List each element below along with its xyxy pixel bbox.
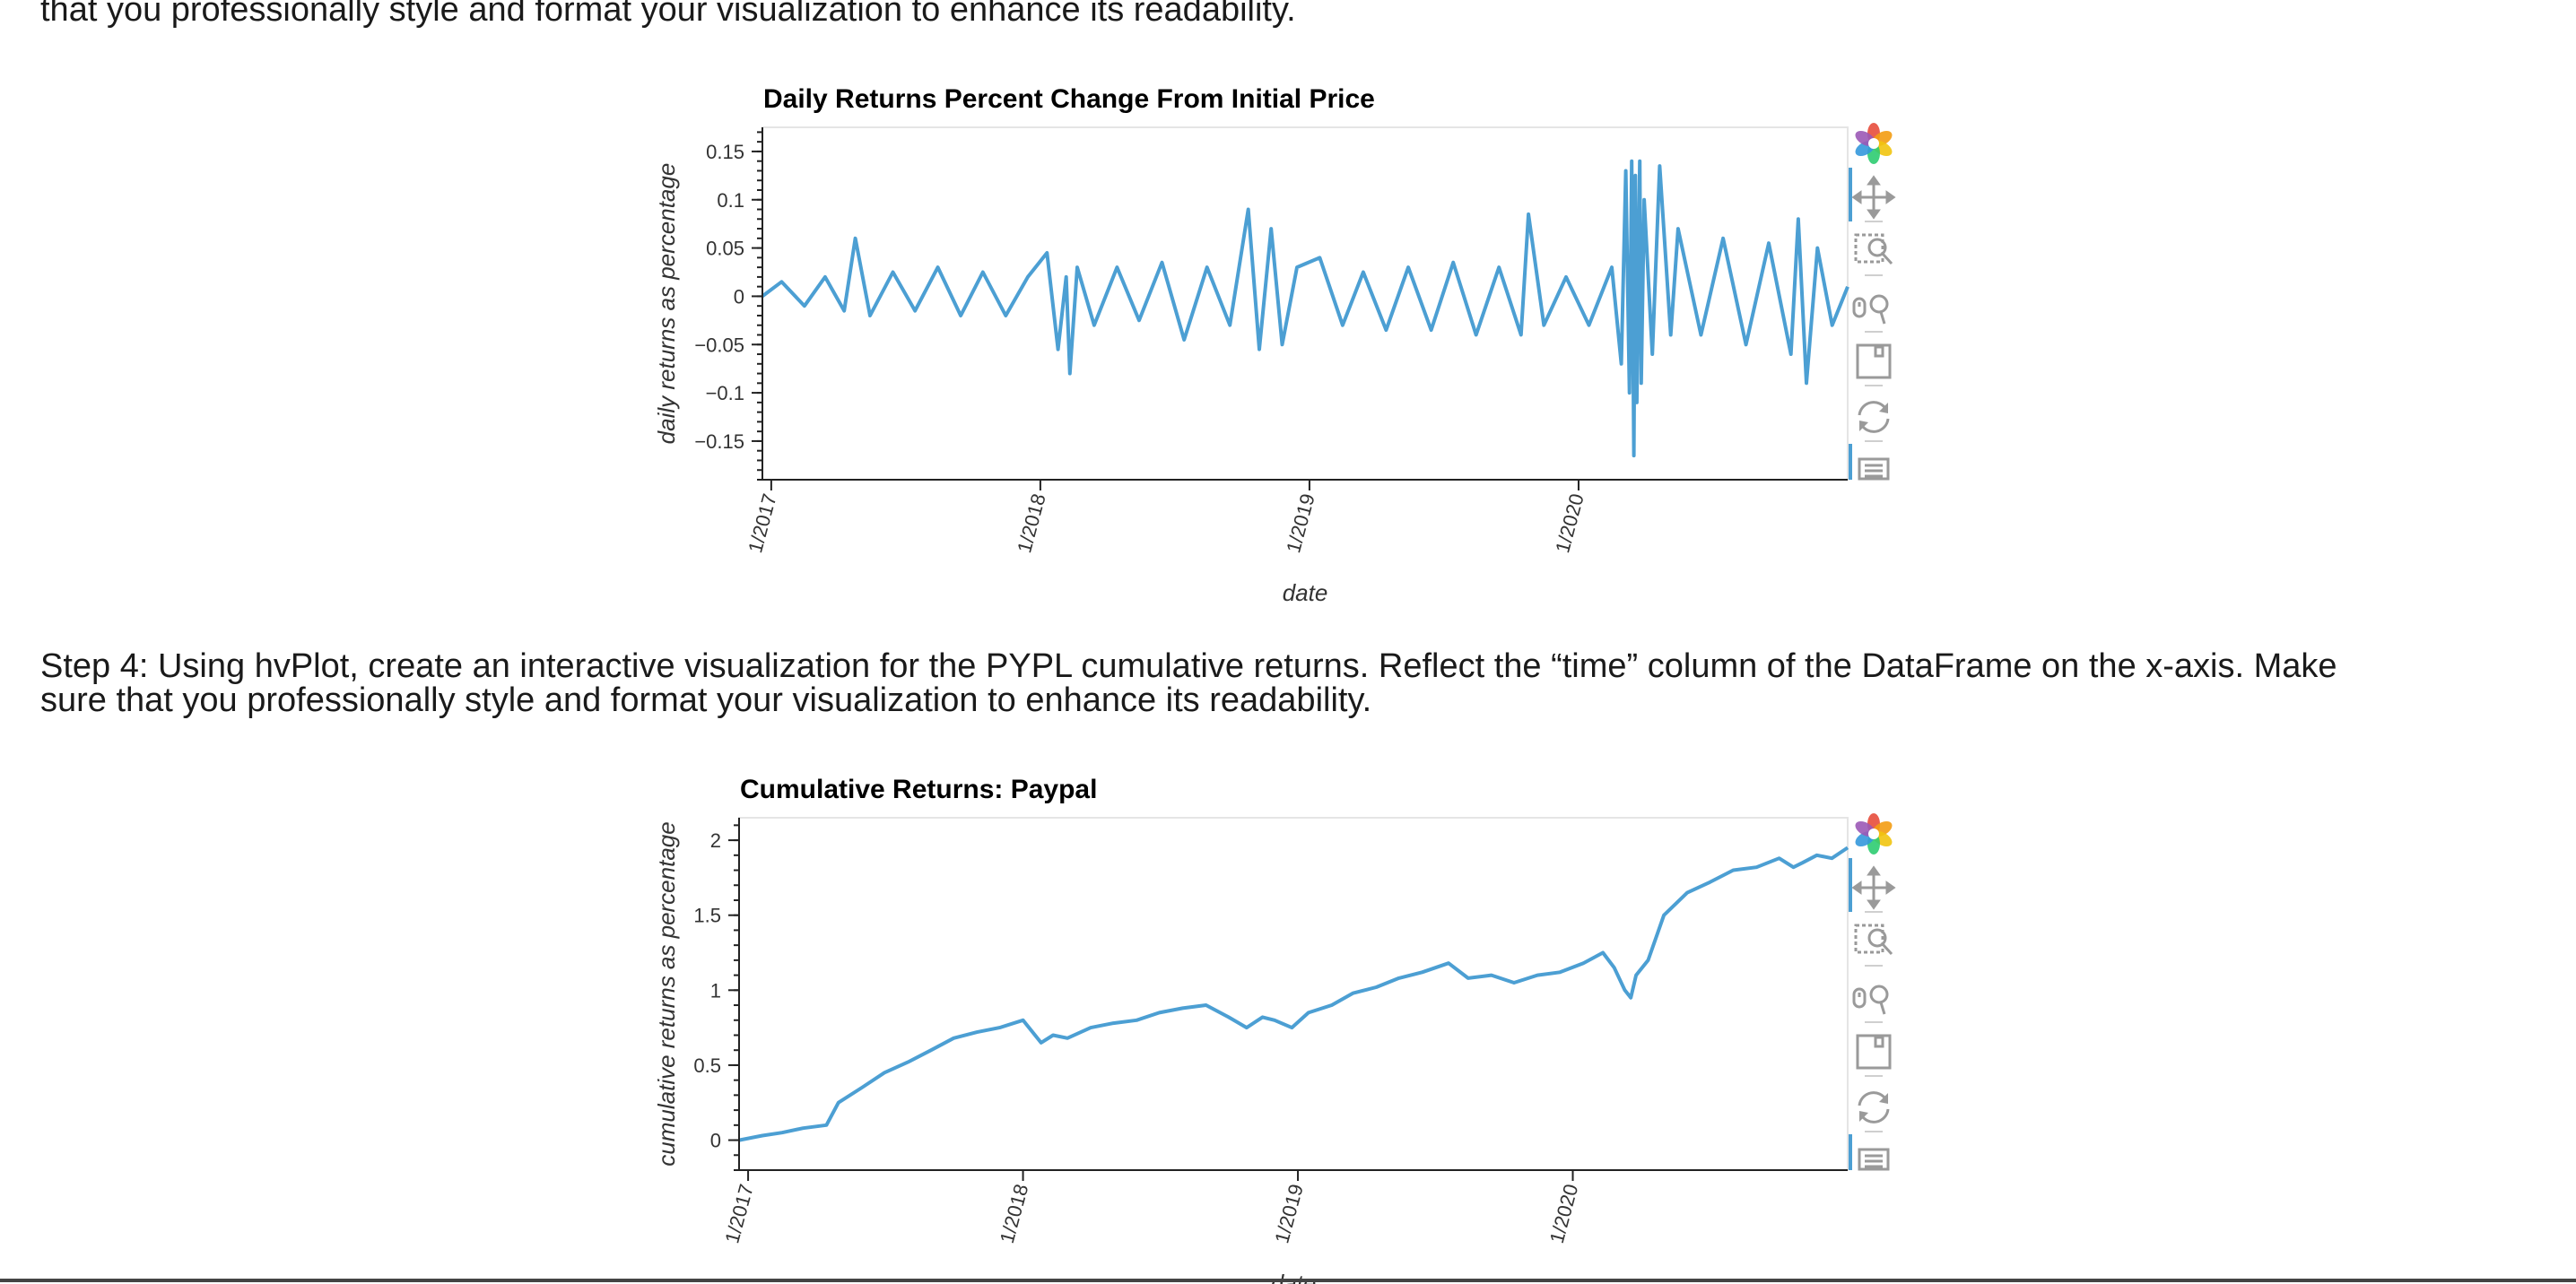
toolbar-separator <box>1865 1131 1883 1132</box>
y-tick-label: −0.1 <box>706 382 744 404</box>
y-axis-label: cumulative returns as percentage <box>653 821 680 1166</box>
y-tick-label: 0.5 <box>693 1054 721 1077</box>
y-tick-label: 1 <box>710 979 721 1002</box>
y-tick-label: −0.05 <box>694 334 744 356</box>
x-tick-label: 1/2018 <box>1013 491 1050 555</box>
reset-icon[interactable] <box>1849 1082 1899 1132</box>
step4-line-2: sure that you professionally style and f… <box>40 681 1372 719</box>
y-tick-label: 0.1 <box>717 189 744 212</box>
reset-icon[interactable] <box>1849 392 1899 442</box>
cumulative-returns-chart[interactable]: 00.511.521/2017 1/2018 1/2019 1/2020datecum… <box>628 807 1866 1284</box>
y-tick-label: 1.5 <box>693 905 721 927</box>
toolbar-separator <box>1865 385 1883 386</box>
plot-frame <box>761 126 1849 481</box>
toolbar-separator <box>1865 331 1883 333</box>
hover-icon[interactable] <box>1849 1135 1899 1185</box>
chart-title: Cumulative Returns: Paypal <box>740 775 1098 804</box>
x-tick-label: 1/2018 <box>996 1182 1033 1245</box>
x-axis: 1/2017 1/2018 1/2019 1/2020 <box>720 1169 1848 1245</box>
y-tick-label: 0.15 <box>706 141 744 163</box>
toolbar-separator <box>1865 965 1883 967</box>
instruction-text-top: that you professionally style and format… <box>40 0 1296 29</box>
chart-title: Daily Returns Percent Change From Initia… <box>763 84 1375 114</box>
step4-line-1: Step 4: Using hvPlot, create an interact… <box>40 647 2337 685</box>
save-icon[interactable] <box>1849 336 1899 386</box>
plot-frame <box>738 817 1849 1171</box>
box-zoom-icon[interactable] <box>1849 226 1899 276</box>
hover-icon[interactable] <box>1849 445 1899 495</box>
box-zoom-icon[interactable] <box>1849 916 1899 967</box>
x-tick-label: 1/2017 <box>744 491 781 555</box>
x-tick-label: 1/2020 <box>1545 1182 1583 1245</box>
step4-instruction: Step 4: Using hvPlot, create an interact… <box>40 649 2543 717</box>
pan-icon[interactable] <box>1849 172 1899 222</box>
wheel-zoom-icon[interactable] <box>1849 282 1899 333</box>
page-bottom-border <box>0 1279 2576 1282</box>
y-axis: 0 0.5 1 1.5 2 <box>693 818 740 1171</box>
bokeh-logo-icon <box>1849 809 1899 859</box>
y-tick-label: 2 <box>710 829 721 852</box>
y-tick-label: −0.15 <box>694 430 744 453</box>
toolbar-separator <box>1865 911 1883 913</box>
y-tick-label: 0 <box>734 285 744 308</box>
bokeh-logo-icon <box>1849 118 1899 169</box>
toolbar-separator <box>1865 221 1883 222</box>
x-tick-label: 1/2020 <box>1551 491 1588 555</box>
toolbar-separator <box>1865 1021 1883 1023</box>
x-tick-label: 1/2019 <box>1282 491 1319 555</box>
series-line <box>738 846 1849 1142</box>
toolbar-separator <box>1865 274 1883 276</box>
y-tick-label: 0.05 <box>706 238 744 260</box>
x-tick-label: 1/2017 <box>720 1182 758 1245</box>
save-icon[interactable] <box>1849 1027 1899 1077</box>
x-axis-label: date <box>1283 579 1328 606</box>
x-tick-label: 1/2019 <box>1270 1182 1308 1245</box>
x-axis: 1/2017 1/2018 1/2019 1/2020 <box>744 479 1848 555</box>
y-tick-label: 0 <box>710 1130 721 1152</box>
toolbar-separator <box>1865 440 1883 442</box>
wheel-zoom-icon[interactable] <box>1849 973 1899 1023</box>
toolbar-separator <box>1865 1075 1883 1077</box>
y-axis: −0.15 −0.1 −0.05 0 0.05 0.1 0.15 <box>694 127 763 481</box>
y-axis-label: daily returns as percentage <box>653 163 680 445</box>
series-line <box>761 159 1849 458</box>
pan-icon[interactable] <box>1849 863 1899 913</box>
